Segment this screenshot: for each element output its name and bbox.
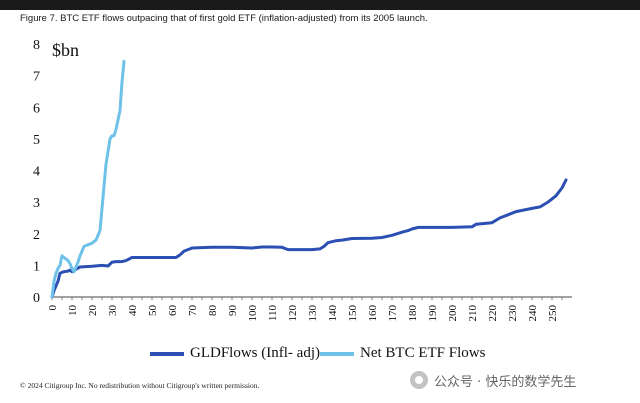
x-tick-label: 170 xyxy=(387,305,399,322)
legend: GLDFlows (Infl- adj) Net BTC ETF Flows xyxy=(0,345,640,367)
legend-swatch-btc xyxy=(320,351,354,356)
y-tick-label: 4 xyxy=(33,165,40,180)
legend-item-gld: GLDFlows (Infl- adj) xyxy=(150,345,320,362)
legend-swatch-gld xyxy=(150,351,184,356)
y-tick-label: 2 xyxy=(33,228,40,243)
copyright-note: © 2024 Citigroup Inc. No redistribution … xyxy=(20,381,260,390)
legend-item-btc: Net BTC ETF Flows xyxy=(320,345,485,362)
x-tick-label: 250 xyxy=(547,305,559,322)
x-tick-label: 240 xyxy=(527,305,539,322)
y-tick-label: 7 xyxy=(33,70,40,85)
x-axis-ticks: 0 10 20 30 40 50 60 70 80 90 100 110 120 130 140 150 160… xyxy=(47,297,563,322)
x-tick-label: 50 xyxy=(147,305,159,317)
x-tick-label: 160 xyxy=(367,305,379,322)
x-tick-label: 220 xyxy=(487,305,499,322)
x-tick-label: 90 xyxy=(227,305,239,317)
x-tick-label: 230 xyxy=(507,305,519,322)
x-tick-label: 110 xyxy=(267,305,279,322)
series-line-0 xyxy=(50,178,568,299)
y-tick-label: 0 xyxy=(33,291,40,306)
wechat-logo-icon xyxy=(410,371,428,389)
x-tick-label: 200 xyxy=(447,305,459,322)
y-tick-label: 6 xyxy=(33,101,40,116)
x-tick-label: 70 xyxy=(187,305,199,317)
x-tick-label: 190 xyxy=(427,305,439,322)
x-tick-label: 150 xyxy=(347,305,359,322)
x-tick-label: 140 xyxy=(327,305,339,322)
x-tick-label: 180 xyxy=(407,305,419,322)
figure-title: Figure 7. BTC ETF flows outpacing that o… xyxy=(20,13,428,24)
y-tick-label: 1 xyxy=(33,259,40,274)
unit-label: $bn xyxy=(52,40,79,60)
x-tick-label: 10 xyxy=(67,305,79,317)
x-tick-label: 120 xyxy=(287,305,299,322)
y-tick-label: 3 xyxy=(33,196,40,211)
legend-label-btc: Net BTC ETF Flows xyxy=(360,345,486,361)
y-axis-ticks: 0 1 2 3 4 5 6 7 8 xyxy=(33,38,40,306)
y-tick-label: 5 xyxy=(33,133,40,148)
x-tick-label: 130 xyxy=(307,305,319,322)
watermark-text: 公众号 · 快乐的数学先生 xyxy=(434,374,577,390)
x-tick-label: 20 xyxy=(87,305,99,317)
watermark: 公众号 · 快乐的数学先生 xyxy=(410,367,576,393)
x-tick-label: 0 xyxy=(47,305,59,311)
series-line-1 xyxy=(50,59,126,299)
top-bar xyxy=(0,0,640,10)
x-tick-label: 80 xyxy=(207,305,219,317)
legend-label-gld: GLDFlows (Infl- adj) xyxy=(190,345,320,361)
x-tick-label: 40 xyxy=(127,305,139,317)
y-tick-label: 8 xyxy=(33,38,40,53)
x-tick-label: 60 xyxy=(167,305,179,317)
series-lines xyxy=(50,59,568,299)
x-tick-label: 210 xyxy=(467,305,479,322)
x-tick-label: 30 xyxy=(107,305,119,317)
x-tick-label: 100 xyxy=(247,305,259,322)
